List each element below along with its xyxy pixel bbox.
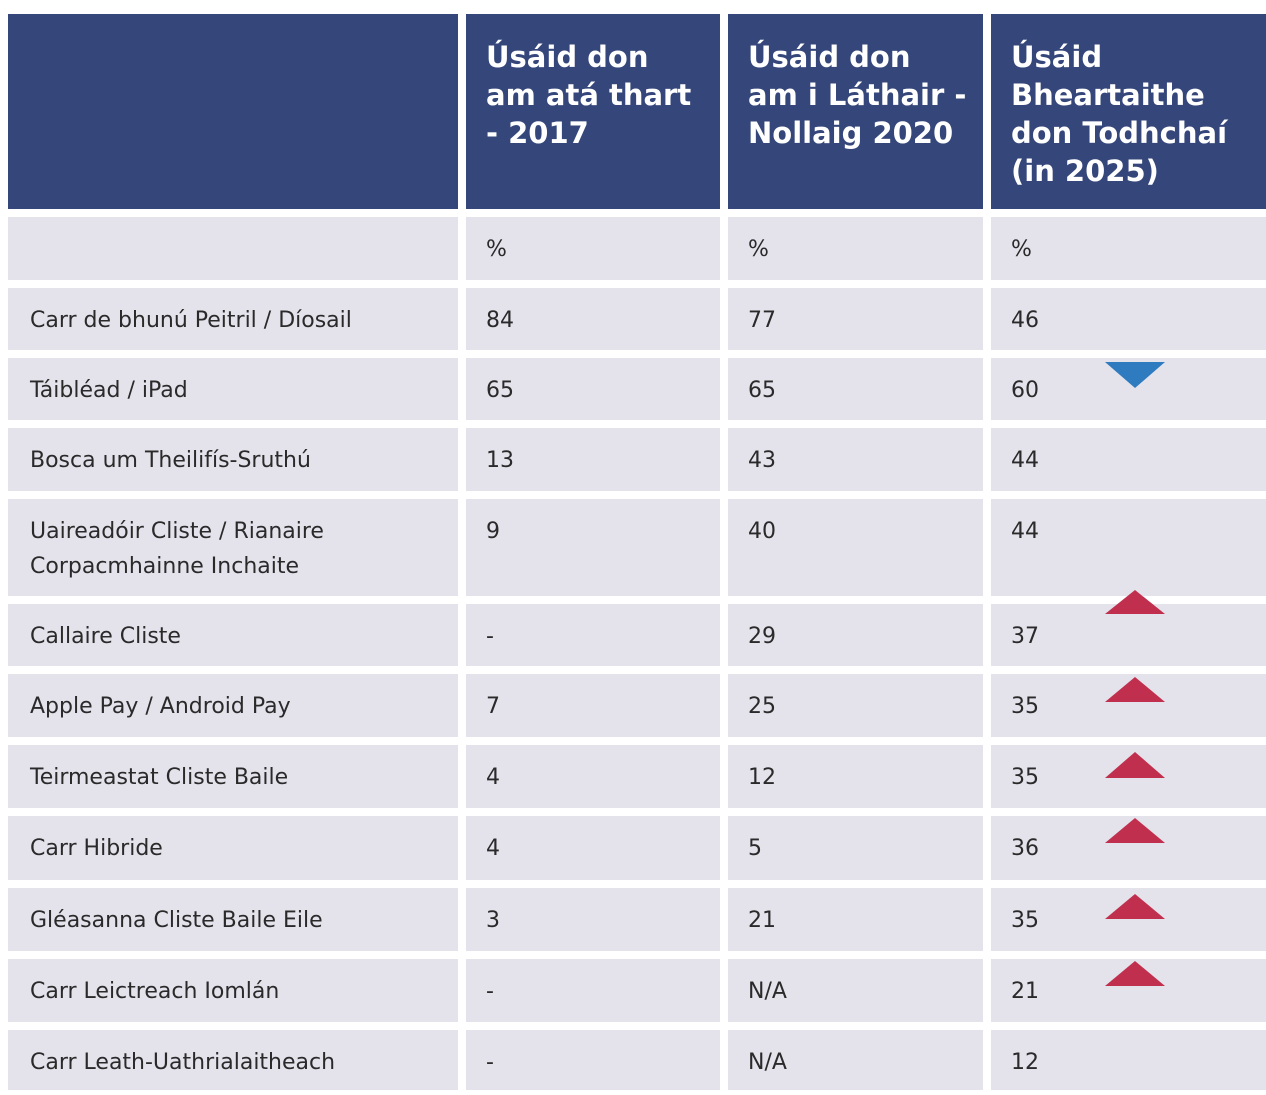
value-cell: 3 <box>466 888 720 951</box>
value-cell: N/A <box>728 959 983 1022</box>
row-label: Teirmeastat Cliste Baile <box>8 745 458 808</box>
value-cell: 29 <box>728 604 983 666</box>
value-cell: 7 <box>466 674 720 737</box>
value-cell: N/A <box>728 1030 983 1090</box>
value-cell: 44 <box>991 499 1266 596</box>
row-label: Táibléad / iPad <box>8 358 458 420</box>
value-cell: 65 <box>728 358 983 420</box>
header-cell <box>8 14 458 209</box>
up-arrow <box>1105 590 1165 614</box>
header-cell: Úsáid Bheartaithe don Todhchaí (in 2025) <box>991 14 1266 209</box>
down-arrow <box>1105 362 1165 388</box>
row-label: Gléasanna Cliste Baile Eile <box>8 888 458 951</box>
value-cell: - <box>466 604 720 666</box>
value-cell: 43 <box>728 428 983 491</box>
value-cell: 4 <box>466 816 720 880</box>
value-cell: 12 <box>991 1030 1266 1090</box>
unit-cell: % <box>466 217 720 280</box>
value-cell: 65 <box>466 358 720 420</box>
row-label: Carr Leath-Uathrialaitheach <box>8 1030 458 1090</box>
up-arrow <box>1105 894 1165 919</box>
row-label: Carr de bhunú Peitril / Díosail <box>8 288 458 350</box>
value-cell: 77 <box>728 288 983 350</box>
value-cell: 25 <box>728 674 983 737</box>
value-cell: - <box>466 959 720 1022</box>
value-cell: 46 <box>991 288 1266 350</box>
unit-cell: % <box>991 217 1266 280</box>
value-cell: 5 <box>728 816 983 880</box>
value-cell: - <box>466 1030 720 1090</box>
up-arrow <box>1105 818 1165 843</box>
table: Úsáid don am atá thart - 2017 Úsáid don a… <box>8 14 1266 1090</box>
value-cell: 40 <box>728 499 983 596</box>
header-cell: Úsáid don am i Láthair -Nollaig 2020 <box>728 14 983 209</box>
up-arrow <box>1105 752 1165 778</box>
value-cell: 4 <box>466 745 720 808</box>
row-label: Bosca um Theilifís-Sruthú <box>8 428 458 491</box>
row-label: Carr Leictreach Iomlán <box>8 959 458 1022</box>
value-cell: 44 <box>991 428 1266 491</box>
row-label: Uaireadóir Cliste / Rianaire Corpacmhain… <box>8 499 458 596</box>
unit-cell: % <box>728 217 983 280</box>
row-label: Callaire Cliste <box>8 604 458 666</box>
value-cell: 13 <box>466 428 720 491</box>
up-arrow <box>1105 677 1165 702</box>
row-label: Carr Hibride <box>8 816 458 880</box>
value-cell: 84 <box>466 288 720 350</box>
header-cell: Úsáid don am atá thart - 2017 <box>466 14 720 209</box>
value-cell: 9 <box>466 499 720 596</box>
row-label: Apple Pay / Android Pay <box>8 674 458 737</box>
value-cell: 12 <box>728 745 983 808</box>
value-cell: 37 <box>991 604 1266 666</box>
unit-cell <box>8 217 458 280</box>
value-cell: 35 <box>991 888 1266 951</box>
up-arrow <box>1105 961 1165 986</box>
value-cell: 21 <box>728 888 983 951</box>
